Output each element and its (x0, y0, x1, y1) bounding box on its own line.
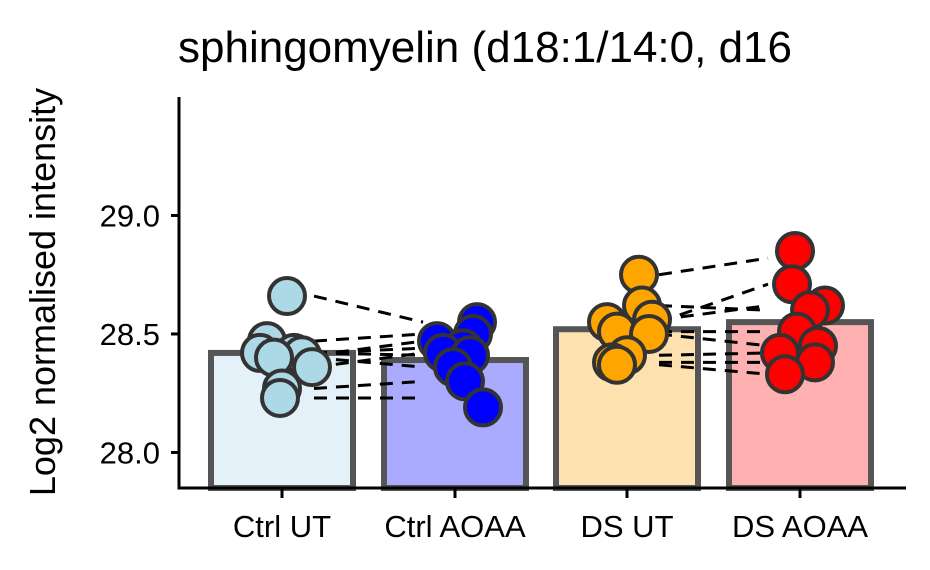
x-tick-label: DS AOAA (732, 509, 868, 544)
data-point (260, 377, 300, 418)
data-point (597, 344, 637, 385)
y-tick-label: 28.5 (100, 317, 160, 352)
pair-line (658, 282, 769, 324)
x-tick-label: DS UT (581, 509, 674, 544)
x-tick-label: Ctrl AOAA (384, 509, 526, 544)
chart-title: sphingomyelin (d18:1/14:0, d16 (178, 23, 792, 72)
pair-lines-layer (313, 256, 769, 400)
pair-line (313, 379, 424, 390)
x-axis-ticks: Ctrl UT Ctrl AOAA DS UT DS AOAA (233, 488, 868, 544)
data-point (463, 387, 503, 428)
pair-line (313, 346, 424, 355)
points-layer (240, 231, 845, 428)
data-point (775, 231, 815, 272)
data-point (267, 276, 307, 317)
pair-line (658, 304, 769, 312)
pair-line (313, 356, 424, 369)
pair-line (313, 351, 424, 369)
pair-line (658, 304, 769, 322)
pair-line (313, 339, 424, 357)
bar-3 (726, 319, 874, 491)
pair-line (658, 256, 769, 277)
pair-line (313, 294, 424, 324)
pair-line (313, 332, 424, 343)
pair-line (658, 351, 769, 357)
y-tick-label: 28.0 (100, 435, 160, 470)
pair-line (658, 332, 769, 348)
x-tick-label: Ctrl UT (233, 509, 331, 544)
y-axis-ticks: 28.0 28.5 29.0 (100, 198, 179, 470)
pair-line (658, 363, 769, 376)
data-point (292, 347, 332, 388)
data-point (765, 354, 805, 395)
y-tick-label: 29.0 (100, 198, 160, 233)
y-axis-label: Log2 normalised intensity (22, 88, 63, 496)
